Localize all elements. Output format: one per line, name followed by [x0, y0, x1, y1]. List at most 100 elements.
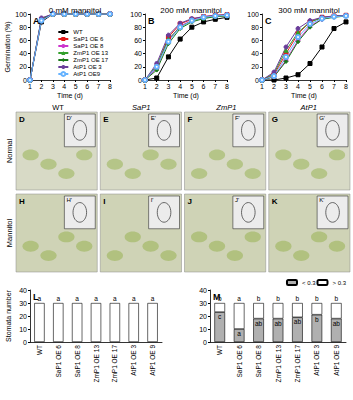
- svg-text:2: 2: [272, 83, 276, 90]
- svg-text:b: b: [334, 295, 338, 302]
- svg-text:J: J: [188, 197, 192, 206]
- svg-text:a: a: [75, 295, 79, 302]
- svg-text:WT: WT: [36, 345, 43, 355]
- svg-text:ab: ab: [333, 320, 341, 327]
- svg-text:AtP1 OE 3: AtP1 OE 3: [73, 64, 102, 70]
- svg-text:ZmP1 OE 17: ZmP1 OE 17: [73, 57, 108, 63]
- svg-text:10: 10: [19, 326, 27, 333]
- svg-text:SaP1 OE 6: SaP1 OE 6: [73, 36, 104, 42]
- svg-text:4: 4: [178, 83, 182, 90]
- svg-text:K': K': [319, 197, 324, 203]
- svg-text:8: 8: [225, 83, 229, 90]
- svg-text:100: 100: [15, 11, 27, 18]
- svg-text:a: a: [94, 295, 98, 302]
- svg-text:1: 1: [143, 83, 147, 90]
- svg-text:0: 0: [255, 77, 259, 84]
- svg-text:7: 7: [213, 83, 217, 90]
- svg-text:a: a: [56, 295, 60, 302]
- svg-text:E': E': [151, 115, 156, 121]
- svg-text:C: C: [265, 16, 272, 26]
- svg-text:WT: WT: [73, 29, 83, 35]
- svg-text:30: 30: [19, 300, 27, 307]
- svg-text:80: 80: [19, 24, 27, 31]
- svg-text:5: 5: [308, 83, 312, 90]
- svg-text:a: a: [113, 295, 117, 302]
- svg-text:a: a: [237, 295, 241, 302]
- svg-text:> 0.3: > 0.3: [332, 280, 346, 286]
- svg-text:ab: ab: [274, 320, 282, 327]
- svg-text:0: 0: [138, 77, 142, 84]
- svg-text:AtP1 OE 9: AtP1 OE 9: [333, 345, 340, 376]
- svg-text:3: 3: [51, 83, 55, 90]
- svg-text:60: 60: [134, 37, 142, 44]
- svg-text:A: A: [33, 16, 40, 26]
- svg-text:0 mM mannitol: 0 mM mannitol: [49, 6, 102, 15]
- svg-text:Time (d): Time (d): [57, 92, 83, 100]
- svg-text:2: 2: [39, 83, 43, 90]
- svg-text:ZmP1 OE 17: ZmP1 OE 17: [294, 345, 301, 383]
- svg-text:G': G': [319, 115, 325, 121]
- svg-text:ab: ab: [294, 318, 302, 325]
- svg-text:b: b: [296, 295, 300, 302]
- svg-text:40: 40: [19, 287, 27, 294]
- svg-text:b: b: [315, 316, 319, 323]
- svg-text:0: 0: [203, 339, 207, 346]
- svg-text:H: H: [19, 197, 25, 206]
- svg-text:5: 5: [74, 83, 78, 90]
- svg-text:200 mM mannitol: 200 mM mannitol: [160, 6, 222, 15]
- svg-text:Time (d): Time (d): [291, 92, 317, 100]
- svg-text:7: 7: [332, 83, 336, 90]
- svg-text:100: 100: [130, 11, 142, 18]
- svg-text:6: 6: [85, 83, 89, 90]
- svg-text:30: 30: [199, 300, 207, 307]
- svg-text:20: 20: [19, 63, 27, 70]
- svg-text:20: 20: [134, 63, 142, 70]
- svg-text:ZmP1 OE 13: ZmP1 OE 13: [93, 345, 100, 383]
- svg-text:1: 1: [28, 83, 32, 90]
- svg-text:AtP1: AtP1: [300, 103, 317, 112]
- svg-text:M: M: [213, 292, 221, 302]
- svg-text:0: 0: [23, 77, 27, 84]
- svg-text:c: c: [218, 313, 222, 320]
- svg-text:8: 8: [344, 83, 348, 90]
- svg-text:Stomata number: Stomata number: [5, 289, 12, 341]
- svg-text:AtP1 OE 3: AtP1 OE 3: [130, 345, 137, 376]
- svg-text:ZmP1 OE 13: ZmP1 OE 13: [73, 50, 108, 56]
- svg-text:100: 100: [247, 11, 259, 18]
- svg-text:ZmP1 OE 17: ZmP1 OE 17: [111, 345, 118, 383]
- svg-text:SaP1 OE 8: SaP1 OE 8: [255, 345, 262, 378]
- svg-text:3: 3: [166, 83, 170, 90]
- svg-text:G: G: [272, 115, 278, 124]
- svg-text:E: E: [103, 115, 109, 124]
- svg-text:ab: ab: [255, 320, 263, 327]
- svg-text:5: 5: [190, 83, 194, 90]
- svg-text:40: 40: [251, 50, 259, 57]
- svg-text:< 0.3: < 0.3: [302, 280, 316, 286]
- svg-text:Time (d): Time (d): [173, 92, 199, 100]
- svg-text:SaP1 OE 8: SaP1 OE 8: [73, 43, 104, 49]
- svg-text:Mannitol: Mannitol: [5, 218, 14, 247]
- svg-text:SaP1: SaP1: [132, 103, 150, 112]
- svg-text:300 mM mannitol: 300 mM mannitol: [278, 6, 340, 15]
- svg-text:a: a: [237, 330, 241, 337]
- svg-text:B: B: [148, 16, 155, 26]
- svg-text:b: b: [315, 295, 319, 302]
- svg-text:I': I': [151, 197, 154, 203]
- svg-text:D: D: [19, 115, 25, 124]
- svg-text:a: a: [132, 295, 136, 302]
- svg-text:SaP1 OE 6: SaP1 OE 6: [236, 345, 243, 378]
- svg-text:AtP1 OE 9: AtP1 OE 9: [149, 345, 156, 376]
- svg-text:SaP1 OE 8: SaP1 OE 8: [74, 345, 81, 378]
- svg-text:6: 6: [320, 83, 324, 90]
- svg-text:SaP1 OE 6: SaP1 OE 6: [55, 345, 62, 378]
- svg-text:6: 6: [202, 83, 206, 90]
- svg-text:D': D': [66, 115, 71, 121]
- svg-text:WT: WT: [52, 103, 64, 112]
- svg-text:I: I: [103, 197, 105, 206]
- svg-text:4: 4: [296, 83, 300, 90]
- svg-text:40: 40: [19, 50, 27, 57]
- svg-text:80: 80: [134, 24, 142, 31]
- svg-text:ZmP1: ZmP1: [215, 103, 236, 112]
- svg-text:F: F: [188, 115, 193, 124]
- svg-text:J': J': [235, 197, 239, 203]
